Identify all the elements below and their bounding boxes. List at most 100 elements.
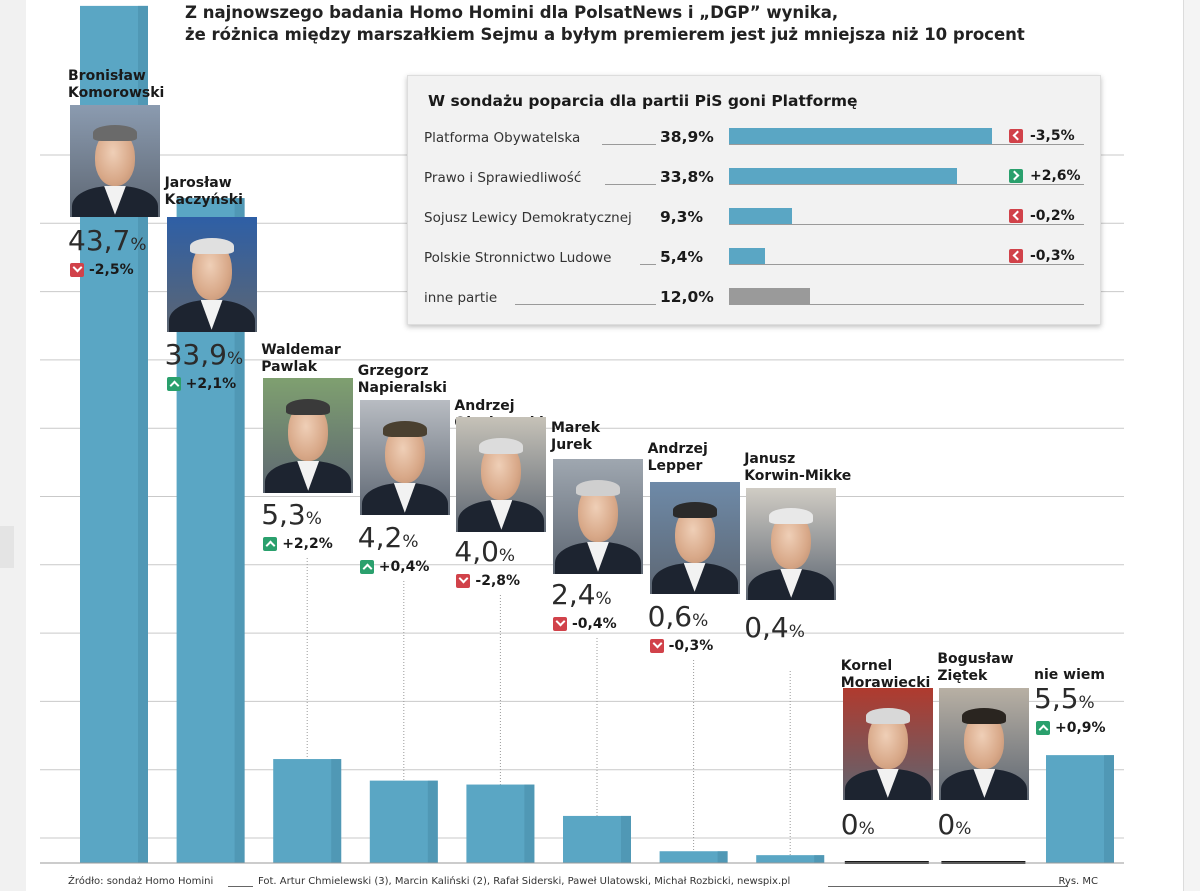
bar-shade-3	[427, 780, 438, 863]
value-unit: %	[498, 546, 516, 566]
party-change-text: -0,3%	[1030, 248, 1075, 264]
bar-shade-0	[138, 5, 148, 863]
photo-hair	[286, 398, 331, 415]
candidate-value-3: 4,2%	[358, 523, 419, 557]
value-unit: %	[226, 349, 244, 369]
candidate-name-6: Andrzej Lepper	[647, 441, 708, 474]
candidate-change-5: -0,4%	[553, 616, 617, 632]
bar-5	[563, 815, 631, 863]
bar-shade-2	[331, 759, 342, 863]
party-value: 38,9%	[660, 128, 714, 146]
candidate-change-1: +2,1%	[166, 376, 237, 392]
candidate-name-1: Jarosław Kaczyński	[164, 175, 243, 208]
value-number: 5,3	[261, 498, 306, 531]
value-unit: %	[130, 235, 147, 255]
candidate-photo-4	[456, 417, 547, 532]
change-text: -2,5%	[89, 262, 134, 278]
party-row-rule	[729, 184, 1084, 185]
value-number: 4,0	[454, 535, 499, 568]
candidate-change-0: -2,5%	[70, 262, 134, 278]
footer-photo-credits: Fot. Artur Chmielewski (3), Marcin Kaliń…	[258, 876, 791, 887]
headline-line-2: że różnica między marszałkiem Sejmu a by…	[185, 25, 1025, 44]
change-text: -0,3%	[668, 638, 714, 654]
party-name: Platforma Obywatelska	[424, 130, 581, 146]
candidate-value-6: 0,6%	[648, 602, 709, 636]
photo-hair	[672, 502, 717, 518]
party-value: 9,3%	[660, 208, 703, 226]
bar-shade-1	[234, 198, 245, 864]
candidate-value-2: 5,3%	[261, 500, 322, 534]
candidate-value-8: 0%	[841, 810, 875, 844]
party-value: 5,4%	[660, 248, 703, 266]
candidate-value-10: 5,5%	[1034, 684, 1095, 718]
party-support-inset: W sondażu poparcia dla partii PiS goni P…	[407, 75, 1101, 325]
candidate-name-2: Waldemar Pawlak	[261, 342, 341, 375]
value-number: 2,4	[551, 578, 596, 611]
party-name: inne partie	[424, 290, 498, 306]
party-row-4: inne partie 12,0%	[424, 285, 1084, 315]
bar-shade-10	[1104, 755, 1114, 863]
candidate-name-8: Kornel Morawiecki	[840, 658, 931, 691]
value-number: 0	[840, 808, 859, 841]
value-number: 4,2	[357, 521, 403, 554]
value-unit: %	[305, 509, 322, 529]
change-text: +2,2%	[282, 536, 333, 552]
candidate-photo-5	[553, 459, 643, 574]
party-change: -0,3%	[1009, 248, 1075, 264]
value-number: 0,6	[647, 600, 693, 633]
candidate-change-2: +2,2%	[263, 536, 333, 552]
photo-hair	[93, 125, 137, 141]
bar-shade-6	[717, 851, 728, 863]
party-bar	[729, 208, 792, 225]
candidate-photo-0	[70, 105, 160, 217]
candidate-change-4: -2,8%	[456, 573, 520, 589]
footer-source: Źródło: sondaż Homo Homini	[68, 876, 214, 887]
bar-7	[756, 855, 825, 863]
party-row-rule	[729, 144, 1084, 145]
photo-hair	[769, 508, 814, 524]
photo-hair	[576, 479, 620, 496]
inset-title: W sondażu poparcia dla partii PiS goni P…	[428, 92, 858, 110]
change-text: +2,1%	[185, 376, 237, 392]
party-change: -0,2%	[1009, 208, 1075, 224]
photo-hair	[865, 708, 910, 724]
candidate-name-3: Grzegorz Napieralski	[357, 363, 447, 396]
party-row-rule	[729, 224, 1084, 225]
value-number: 33,9	[164, 338, 227, 371]
value-unit: %	[1078, 693, 1095, 713]
bar-shade-4	[524, 784, 535, 863]
arrow-left-icon	[1009, 249, 1023, 263]
value-number: 43,7	[68, 224, 131, 257]
party-name: Prawo i Sprawiedliwość	[424, 170, 582, 186]
party-row-2: Sojusz Lewicy Demokratycznej 9,3% -0,2%	[424, 205, 1084, 235]
candidate-change-3: +0,4%	[359, 559, 430, 575]
candidate-name-7: Janusz Korwin-Mikke	[744, 451, 852, 484]
value-unit: %	[858, 819, 875, 839]
footer-rule	[228, 886, 253, 887]
party-leader-line	[640, 264, 656, 265]
candidate-photo-8	[842, 688, 933, 800]
party-leader-line	[602, 144, 656, 145]
party-change-text: -3,5%	[1030, 128, 1075, 144]
change-text: +0,9%	[1055, 720, 1106, 736]
candidate-name-5: Marek Jurek	[551, 420, 601, 453]
change-text: +0,4%	[378, 559, 430, 575]
party-row-0: Platforma Obywatelska 38,9% -3,5%	[424, 125, 1084, 155]
arrow-down-icon	[649, 639, 664, 653]
arrow-up-icon	[1036, 721, 1050, 735]
party-change: -3,5%	[1009, 128, 1075, 144]
value-number: 0,4	[744, 611, 789, 644]
photo-hair	[962, 708, 1007, 724]
candidate-name-0: Bronisław Komorowski	[68, 68, 165, 101]
scrollbar-track[interactable]	[1183, 0, 1200, 891]
candidate-photo-2	[263, 378, 354, 493]
party-value: 12,0%	[660, 288, 714, 306]
bar-2	[273, 759, 342, 863]
footer-rule	[828, 886, 1068, 887]
party-leader-line	[605, 184, 656, 185]
candidate-name-9: Bogusław Ziętek	[937, 651, 1014, 684]
candidate-photo-7	[746, 488, 837, 600]
candidate-photo-6	[649, 482, 740, 594]
candidate-value-1: 33,9%	[165, 340, 244, 374]
value-unit: %	[692, 611, 709, 631]
